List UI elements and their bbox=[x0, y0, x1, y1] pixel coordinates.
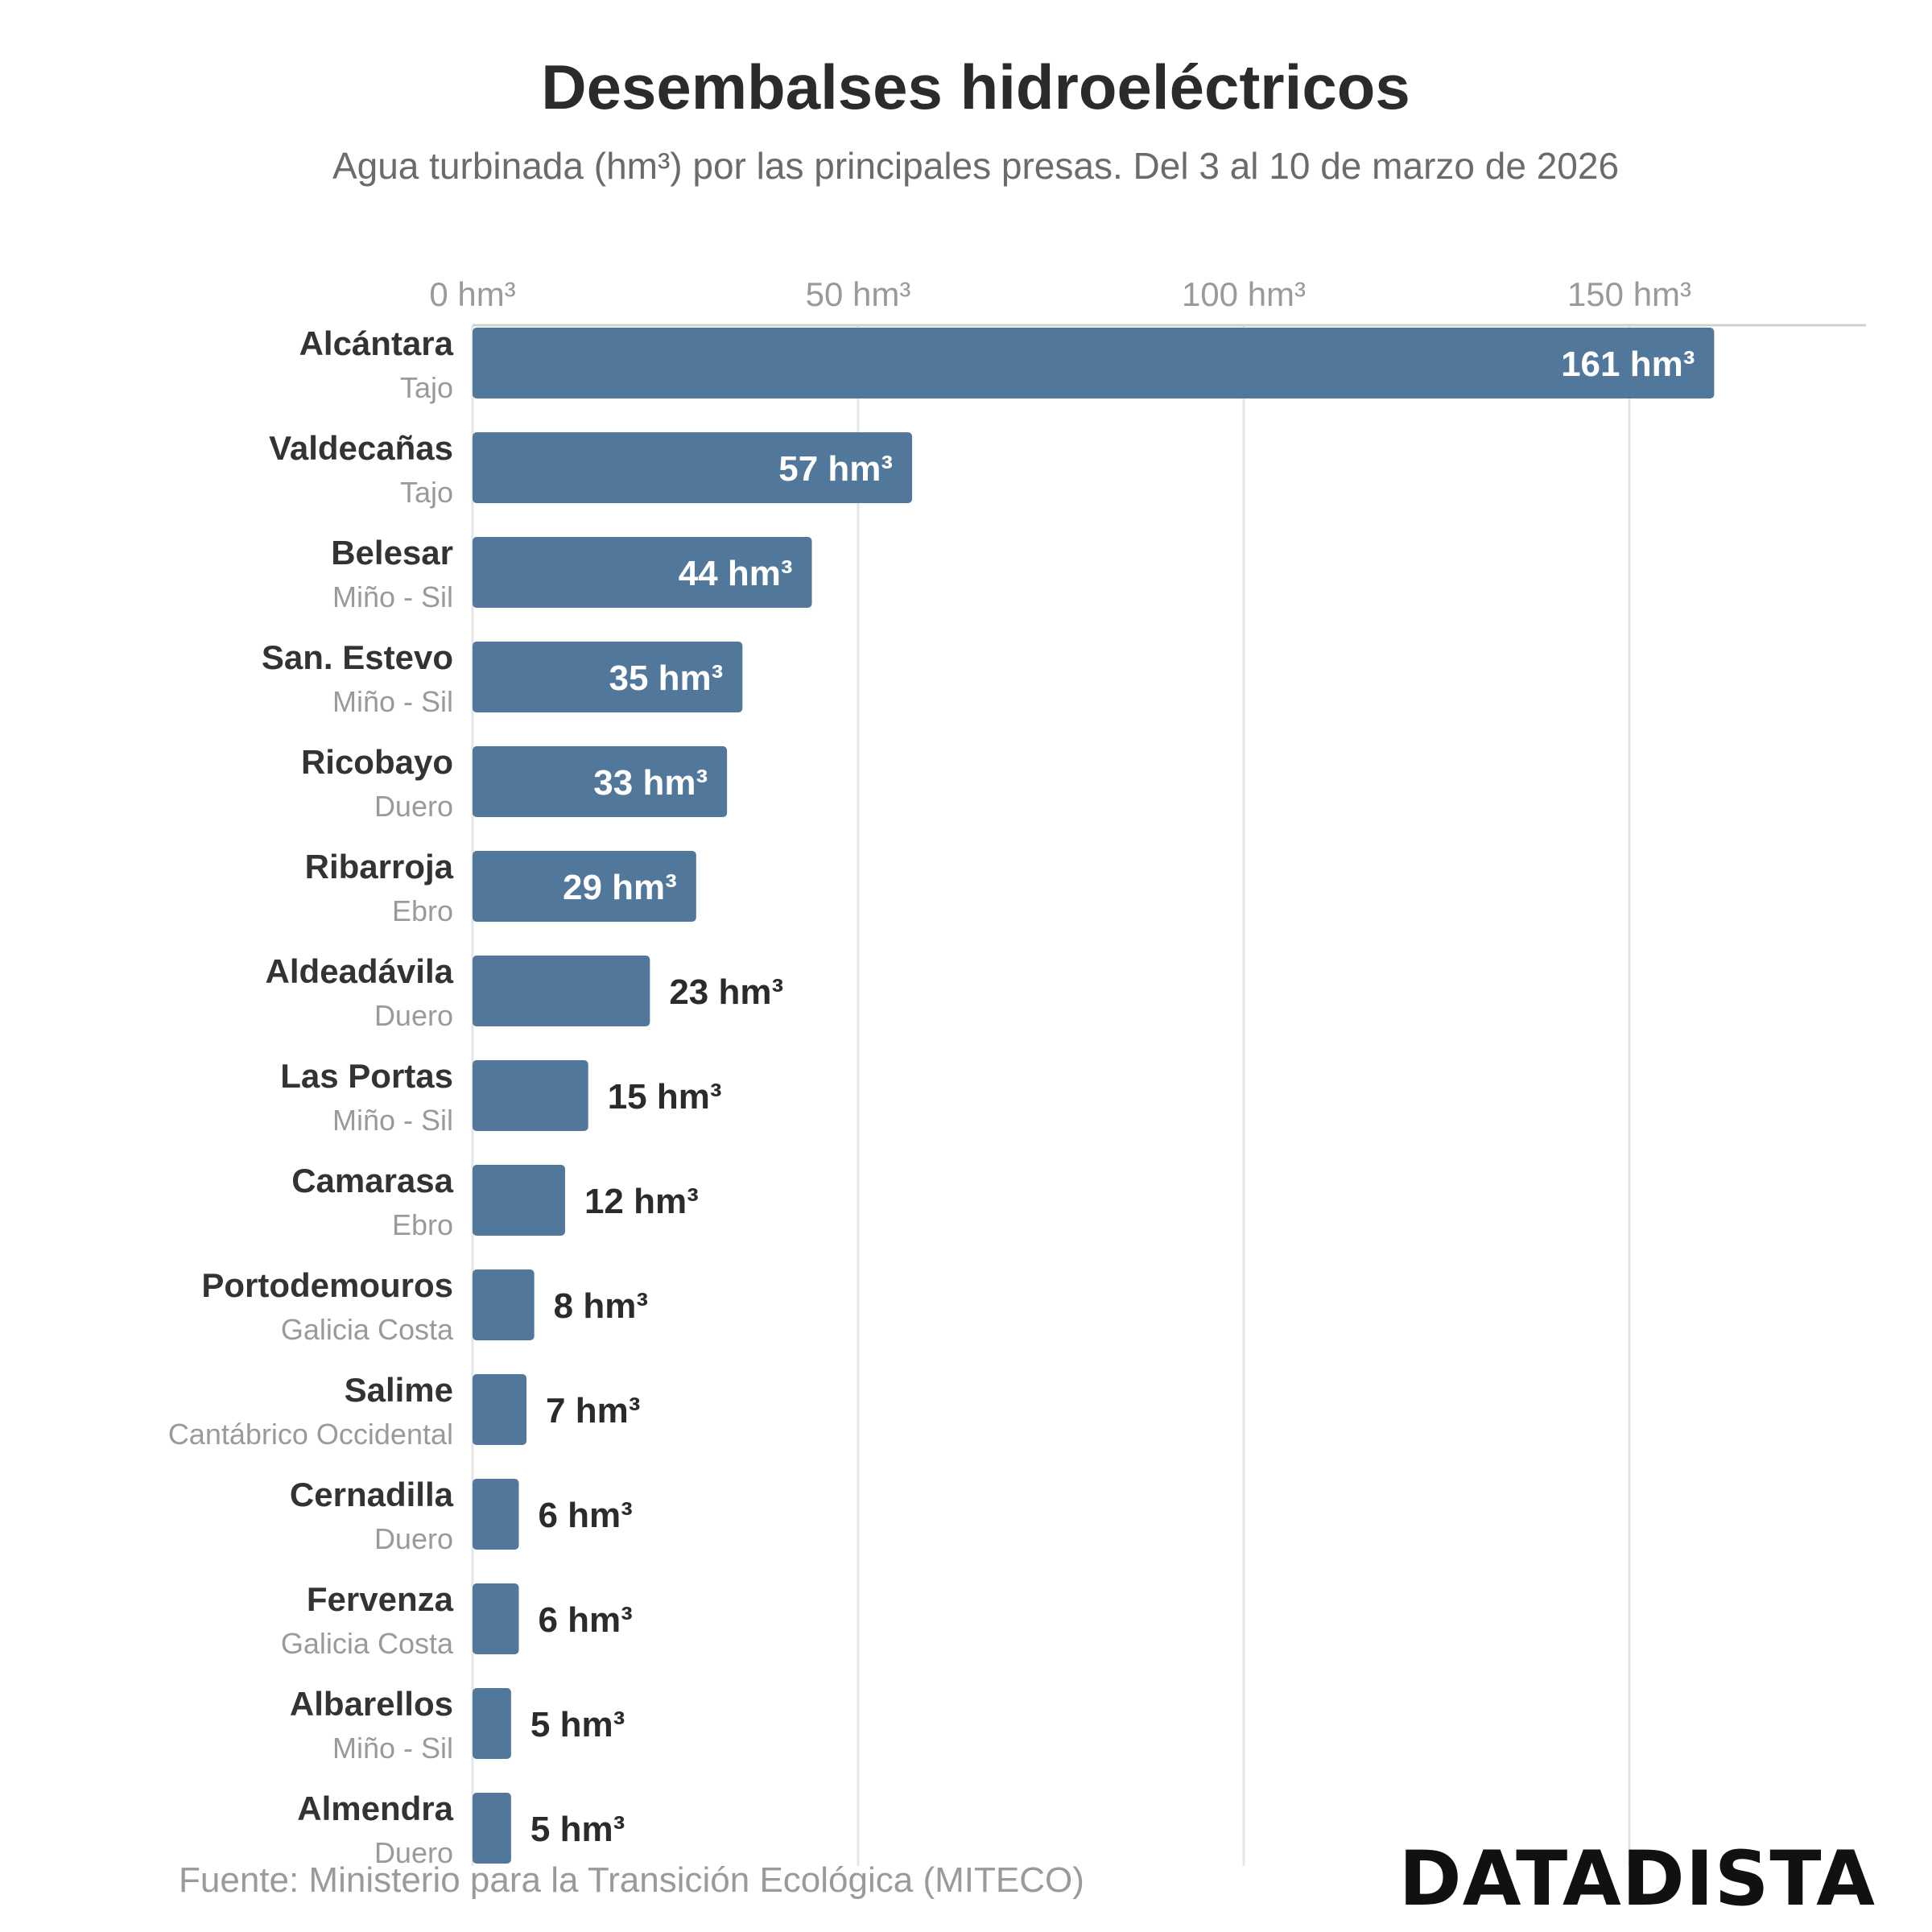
basin-label: Galicia Costa bbox=[281, 1313, 454, 1346]
category-label: Las Portas bbox=[280, 1057, 453, 1095]
bar-row: Albarellos Miño - Sil 5 hm³ bbox=[290, 1685, 625, 1765]
bar-row: San. Estevo Miño - Sil 35 hm³ bbox=[262, 638, 743, 718]
bar bbox=[473, 432, 913, 503]
category-label: Aldeadávila bbox=[266, 952, 454, 990]
bar bbox=[473, 746, 728, 817]
bar bbox=[473, 1060, 588, 1131]
basin-label: Ebro bbox=[392, 1208, 453, 1241]
data-label: 15 hm³ bbox=[608, 1077, 722, 1117]
basin-label: Miño - Sil bbox=[332, 580, 453, 613]
basin-label: Duero bbox=[374, 999, 453, 1032]
category-label: Salime bbox=[345, 1371, 453, 1409]
category-label: Ribarroja bbox=[305, 848, 454, 886]
x-tick-label: 50 hm³ bbox=[806, 275, 911, 313]
bar-row: Las Portas Miño - Sil 15 hm³ bbox=[280, 1057, 721, 1137]
chart-title: Desembalses hidroeléctricos bbox=[541, 52, 1410, 122]
data-label: 7 hm³ bbox=[546, 1391, 640, 1430]
category-label: Almendra bbox=[297, 1790, 453, 1827]
basin-label: Duero bbox=[374, 1836, 453, 1869]
x-tick-label: 150 hm³ bbox=[1567, 275, 1691, 313]
category-label: Ricobayo bbox=[301, 743, 453, 781]
basin-label: Tajo bbox=[400, 371, 453, 404]
bars: Alcántara Tajo 161 hm³ Valdecañas Tajo 57 hm³… bbox=[168, 324, 1715, 1869]
data-label: 161 hm³ bbox=[1561, 345, 1695, 384]
basin-label: Miño - Sil bbox=[332, 1732, 453, 1765]
bar bbox=[473, 1269, 535, 1340]
bar bbox=[473, 1479, 519, 1550]
data-label: 33 hm³ bbox=[593, 763, 708, 803]
data-label: 57 hm³ bbox=[778, 449, 893, 489]
bar-row: Ricobayo Duero 33 hm³ bbox=[301, 743, 728, 823]
bar-row: Belesar Miño - Sil 44 hm³ bbox=[331, 534, 812, 613]
bar bbox=[473, 642, 743, 712]
bar-row: Almendra Duero 5 hm³ bbox=[297, 1790, 625, 1869]
bar bbox=[473, 328, 1715, 398]
data-label: 6 hm³ bbox=[538, 1600, 632, 1640]
category-label: Belesar bbox=[331, 534, 453, 572]
x-axis-ticks: 0 hm³ 50 hm³ 100 hm³ 150 hm³ bbox=[429, 275, 1691, 313]
bar-row: Ribarroja Ebro 29 hm³ bbox=[305, 848, 696, 927]
bar bbox=[473, 1583, 519, 1654]
category-label: Albarellos bbox=[290, 1685, 453, 1723]
data-label: 8 hm³ bbox=[554, 1286, 648, 1326]
bar bbox=[473, 1688, 511, 1759]
data-label: 29 hm³ bbox=[563, 868, 677, 907]
bar-row: Alcántara Tajo 161 hm³ bbox=[299, 324, 1715, 404]
bar bbox=[473, 1793, 511, 1864]
source-note: Fuente: Ministerio para la Transición Ec… bbox=[179, 1860, 1084, 1900]
data-label: 5 hm³ bbox=[530, 1810, 625, 1849]
basin-label: Galicia Costa bbox=[281, 1627, 454, 1660]
bar-row: Cernadilla Duero 6 hm³ bbox=[290, 1476, 633, 1555]
bar bbox=[473, 1165, 565, 1236]
brand-logo: DATADISTA bbox=[1399, 1835, 1876, 1923]
bar-row: Salime Cantábrico Occidental 7 hm³ bbox=[168, 1371, 641, 1451]
basin-label: Tajo bbox=[400, 476, 453, 509]
data-label: 23 hm³ bbox=[669, 972, 783, 1012]
category-label: Valdecañas bbox=[269, 429, 453, 467]
x-tick-label: 0 hm³ bbox=[429, 275, 515, 313]
data-label: 6 hm³ bbox=[538, 1496, 632, 1535]
basin-label: Duero bbox=[374, 790, 453, 823]
bar-row: Aldeadávila Duero 23 hm³ bbox=[266, 952, 784, 1032]
data-label: 35 hm³ bbox=[609, 658, 723, 698]
basin-label: Ebro bbox=[392, 894, 453, 927]
bar-row: Portodemouros Galicia Costa 8 hm³ bbox=[201, 1266, 648, 1346]
basin-label: Miño - Sil bbox=[332, 1104, 453, 1137]
bar-row: Fervenza Galicia Costa 6 hm³ bbox=[281, 1580, 633, 1660]
chart-subtitle: Agua turbinada (hm³) por las principales… bbox=[332, 145, 1619, 187]
bar bbox=[473, 1374, 527, 1445]
category-label: Portodemouros bbox=[201, 1266, 453, 1304]
basin-label: Miño - Sil bbox=[332, 685, 453, 718]
category-label: San. Estevo bbox=[262, 638, 453, 676]
category-label: Fervenza bbox=[307, 1580, 454, 1618]
basin-label: Cantábrico Occidental bbox=[168, 1418, 453, 1451]
data-label: 12 hm³ bbox=[584, 1182, 699, 1221]
category-label: Camarasa bbox=[291, 1162, 453, 1199]
basin-label: Duero bbox=[374, 1522, 453, 1555]
category-label: Cernadilla bbox=[290, 1476, 454, 1513]
data-label: 5 hm³ bbox=[530, 1705, 625, 1744]
bar-row: Camarasa Ebro 12 hm³ bbox=[291, 1162, 699, 1241]
bar-row: Valdecañas Tajo 57 hm³ bbox=[269, 429, 913, 509]
x-tick-label: 100 hm³ bbox=[1182, 275, 1306, 313]
bar bbox=[473, 851, 696, 922]
category-label: Alcántara bbox=[299, 324, 454, 362]
bar bbox=[473, 956, 650, 1026]
data-label: 44 hm³ bbox=[679, 554, 793, 593]
bar bbox=[473, 537, 812, 608]
